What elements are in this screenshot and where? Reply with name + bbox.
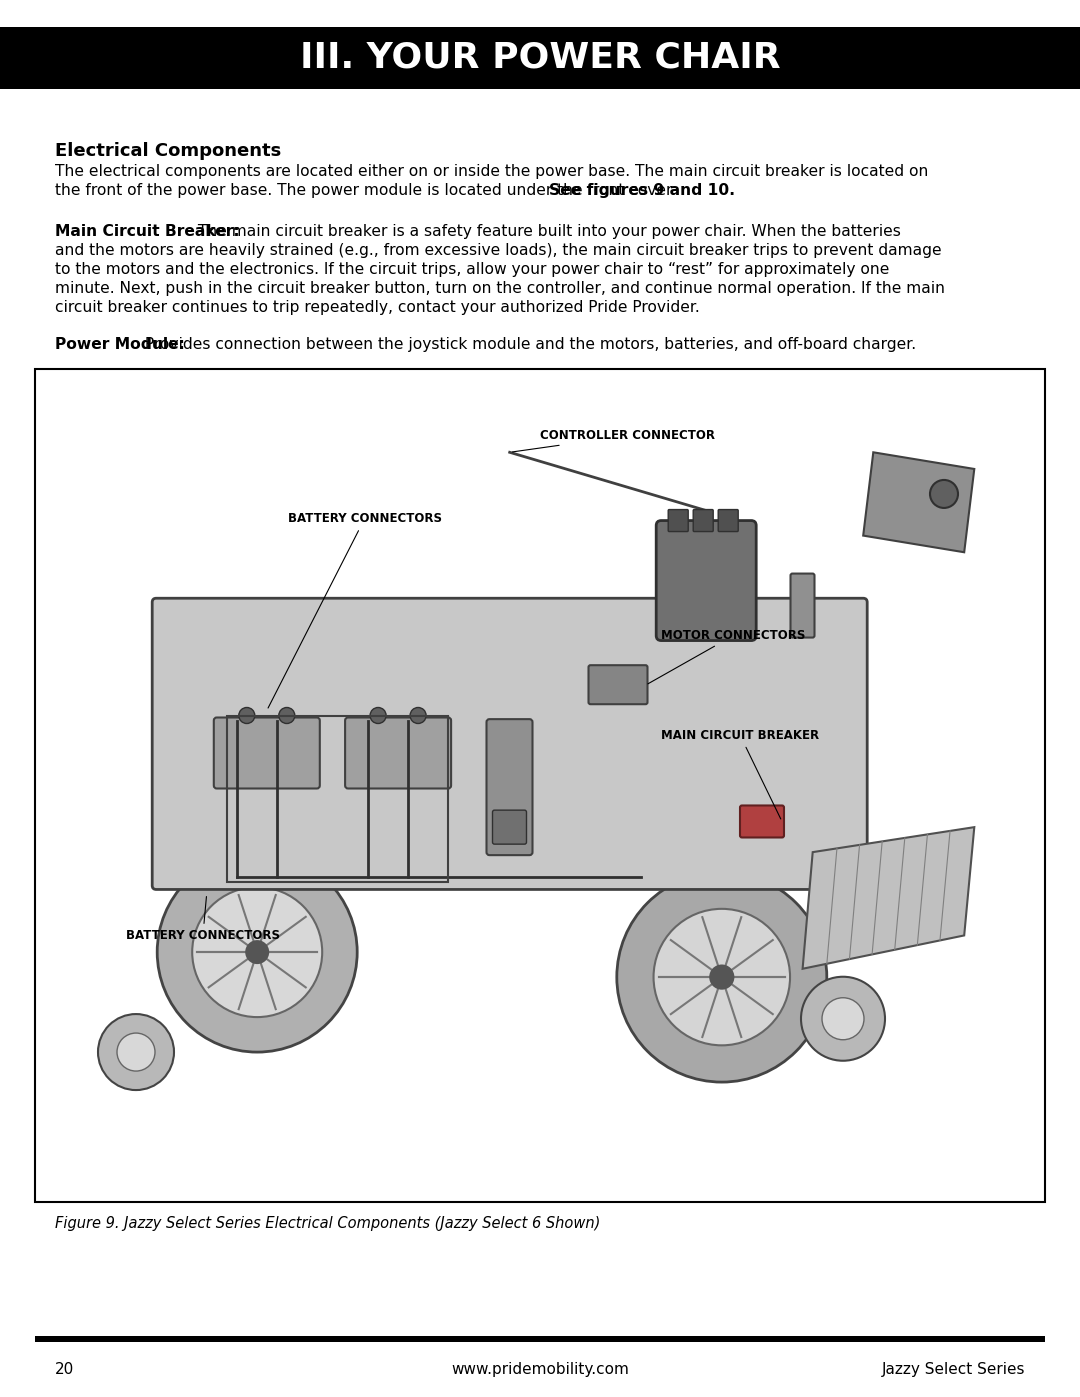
Circle shape [822, 997, 864, 1039]
Text: minute. Next, push in the circuit breaker button, turn on the controller, and co: minute. Next, push in the circuit breake… [55, 281, 945, 296]
Text: 20: 20 [55, 1362, 75, 1377]
Text: to the motors and the electronics. If the circuit trips, allow your power chair : to the motors and the electronics. If th… [55, 263, 889, 277]
Text: Figure 9. Jazzy Select Series Electrical Components (Jazzy Select 6 Shown): Figure 9. Jazzy Select Series Electrical… [55, 1215, 600, 1231]
Circle shape [710, 964, 734, 989]
FancyBboxPatch shape [740, 806, 784, 837]
Text: Jazzy Select Series: Jazzy Select Series [881, 1362, 1025, 1377]
FancyBboxPatch shape [152, 598, 867, 890]
Text: BATTERY CONNECTORS: BATTERY CONNECTORS [126, 897, 280, 942]
Circle shape [192, 887, 322, 1017]
Circle shape [158, 852, 357, 1052]
Circle shape [98, 1014, 174, 1090]
Text: MOTOR CONNECTORS: MOTOR CONNECTORS [648, 629, 806, 685]
Text: MAIN CIRCUIT BREAKER: MAIN CIRCUIT BREAKER [661, 729, 820, 819]
Circle shape [930, 481, 958, 509]
Circle shape [245, 940, 269, 964]
FancyBboxPatch shape [346, 718, 451, 788]
Text: Electrical Components: Electrical Components [55, 142, 281, 161]
FancyBboxPatch shape [657, 521, 756, 641]
Bar [0, 27, 1080, 89]
Bar [35, 369, 1045, 1201]
Circle shape [370, 707, 387, 724]
Polygon shape [802, 827, 974, 968]
Polygon shape [863, 453, 974, 552]
FancyBboxPatch shape [486, 719, 532, 855]
FancyBboxPatch shape [693, 510, 713, 532]
FancyBboxPatch shape [718, 510, 739, 532]
Text: Power Module:: Power Module: [55, 337, 185, 352]
Text: See figures 9 and 10.: See figures 9 and 10. [550, 183, 735, 198]
Circle shape [410, 707, 427, 724]
FancyBboxPatch shape [669, 510, 688, 532]
FancyBboxPatch shape [791, 574, 814, 637]
Text: circuit breaker continues to trip repeatedly, contact your authorized Pride Prov: circuit breaker continues to trip repeat… [55, 300, 700, 314]
Text: The main circuit breaker is a safety feature built into your power chair. When t: The main circuit breaker is a safety fea… [192, 224, 901, 239]
Text: III. YOUR POWER CHAIR: III. YOUR POWER CHAIR [299, 41, 781, 75]
Circle shape [117, 1032, 156, 1071]
Text: the front of the power base. The power module is located under the front cover.: the front of the power base. The power m… [55, 183, 680, 198]
Text: and the motors are heavily strained (e.g., from excessive loads), the main circu: and the motors are heavily strained (e.g… [55, 243, 942, 258]
Circle shape [617, 872, 827, 1083]
Text: BATTERY CONNECTORS: BATTERY CONNECTORS [268, 513, 442, 708]
Text: Main Circuit Breaker:: Main Circuit Breaker: [55, 224, 240, 239]
Circle shape [801, 977, 885, 1060]
FancyBboxPatch shape [589, 665, 648, 704]
Bar [227, 715, 448, 882]
Bar [35, 1336, 1045, 1343]
Circle shape [279, 707, 295, 724]
Text: The electrical components are located either on or inside the power base. The ma: The electrical components are located ei… [55, 163, 929, 179]
Circle shape [653, 909, 791, 1045]
FancyBboxPatch shape [492, 810, 527, 844]
FancyBboxPatch shape [214, 718, 320, 788]
Text: CONTROLLER CONNECTOR: CONTROLLER CONNECTOR [512, 429, 715, 451]
Circle shape [239, 707, 255, 724]
Text: Provides connection between the joystick module and the motors, batteries, and o: Provides connection between the joystick… [140, 337, 916, 352]
Text: www.pridemobility.com: www.pridemobility.com [451, 1362, 629, 1377]
